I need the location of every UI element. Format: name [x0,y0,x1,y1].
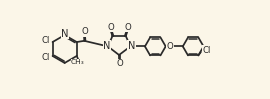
Text: N: N [128,41,135,51]
Text: O: O [107,23,114,32]
Text: N: N [61,29,69,39]
Text: O: O [124,23,131,32]
Text: O: O [81,27,88,36]
Text: O: O [116,59,123,68]
Text: Cl: Cl [42,36,50,45]
Text: Cl: Cl [202,46,211,55]
Text: Cl: Cl [42,53,50,62]
Text: N: N [103,41,111,51]
Text: O: O [167,42,174,51]
Text: CH₃: CH₃ [71,59,85,65]
